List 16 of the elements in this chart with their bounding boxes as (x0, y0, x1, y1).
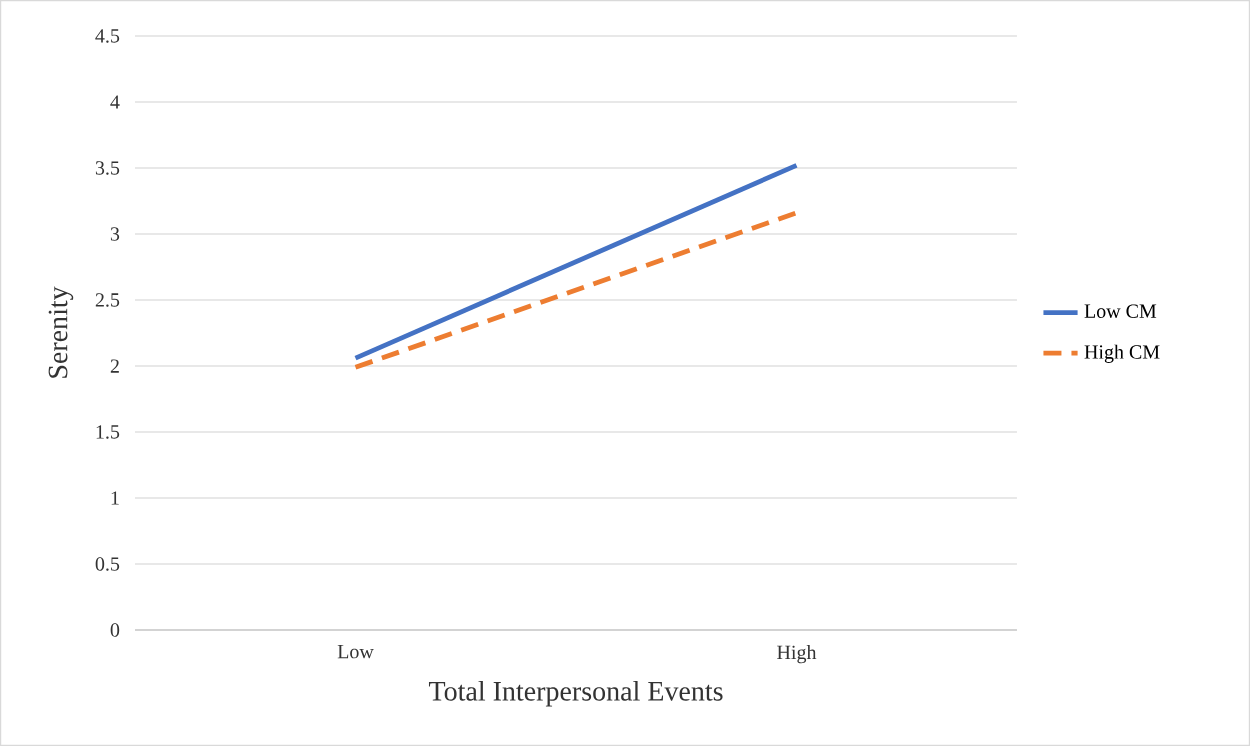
y-tick-label: 0 (110, 623, 120, 637)
x-tick-label: Low (337, 645, 374, 659)
y-tick-label: 3.5 (95, 161, 120, 175)
x-axis-title: Total Interpersonal Events (428, 680, 723, 707)
legend-label: High CM (1084, 344, 1160, 363)
y-tick-label: 0.5 (95, 557, 120, 571)
y-axis-title: Serenity (48, 286, 74, 378)
y-tick-label: 1.5 (96, 425, 120, 439)
y-tick-label: 2 (110, 359, 119, 373)
y-tick-label: 1 (111, 491, 119, 505)
y-tick-label: 3 (110, 227, 120, 241)
x-tick-label: High (777, 645, 817, 664)
y-tick-label: 2.5 (95, 293, 120, 307)
y-tick-label: 4 (110, 95, 120, 109)
legend-label: Low CM (1084, 304, 1157, 318)
y-tick-label: 4.5 (95, 29, 120, 43)
